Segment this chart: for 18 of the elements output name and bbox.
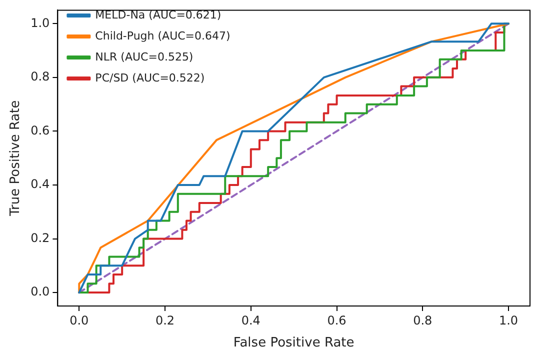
x-tick-label: 1.0 [498,313,518,328]
x-axis-title: False Positive Rate [233,336,354,351]
y-tick-label: 0.2 [30,230,50,245]
y-tick-label: 0.4 [30,177,50,192]
y-axis-title: True Positive Rate [8,100,24,218]
legend-label: MELD-Na (AUC=0.621) [95,8,222,22]
y-tick-label: 1.0 [30,16,50,30]
legend-label: PC/SD (AUC=0.522) [95,71,205,84]
legend-label: NLR (AUC=0.525) [95,50,194,64]
y-tick-label: 0.0 [30,284,50,299]
x-tick-label: 0.2 [155,313,175,328]
y-tick-label: 0.6 [30,123,50,138]
legend-label: Child-Pugh (AUC=0.647) [95,29,230,42]
x-tick-label: 0.4 [241,313,260,328]
y-tick-label: 0.8 [30,70,50,84]
x-tick-label: 0.0 [70,313,89,328]
x-tick-label: 0.8 [413,313,432,328]
x-tick-label: 0.6 [327,313,346,328]
